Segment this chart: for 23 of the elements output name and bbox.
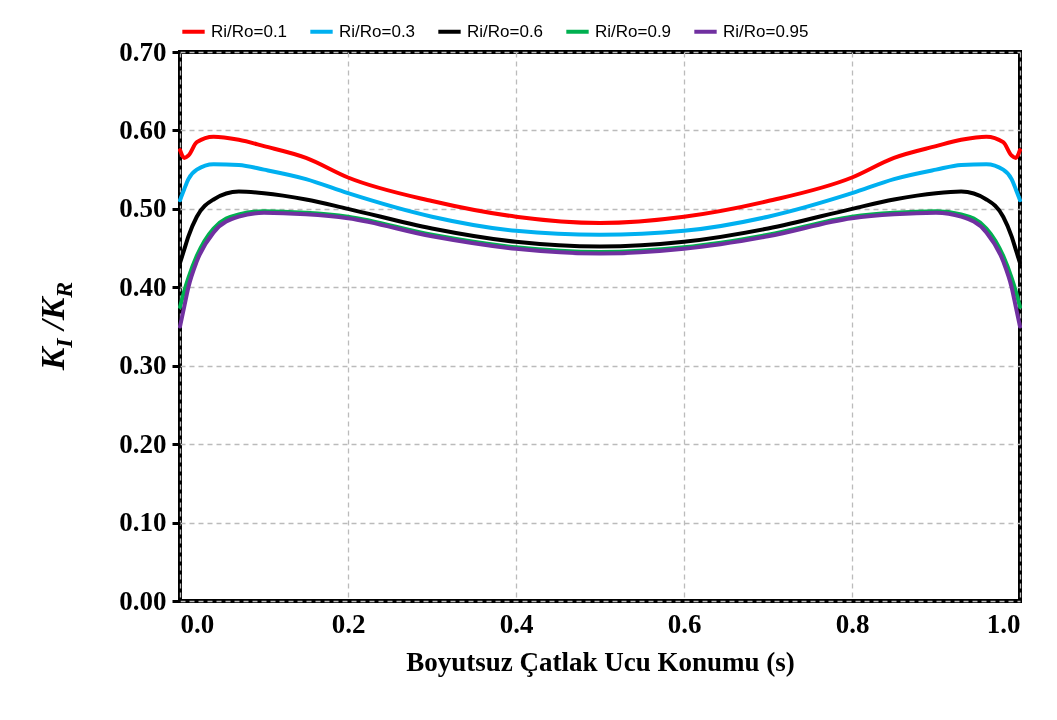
legend-label: Ri/Ro=0.6 xyxy=(467,21,544,41)
x-axis-title: Boyutsuz Çatlak Ucu Konumu (s) xyxy=(406,646,795,677)
x-tick-label: 1.0 xyxy=(986,608,1021,639)
x-tick-label: 0.4 xyxy=(499,608,534,639)
x-tick-label: 0.6 xyxy=(667,608,702,639)
y-tick-label: 0.40 xyxy=(119,271,167,302)
y-tick-label: 0.60 xyxy=(119,114,167,145)
x-tick-label: 0.2 xyxy=(331,608,366,639)
line-series xyxy=(178,162,1022,237)
y-tick-label: 0.30 xyxy=(119,350,167,381)
y-tick-label: 0.20 xyxy=(119,428,167,459)
x-tick-label: 0.0 xyxy=(180,608,215,639)
y-tick-label: 0.50 xyxy=(119,193,167,224)
line-series xyxy=(178,134,1022,225)
x-tick-label: 0.8 xyxy=(835,608,870,639)
y-tick-label: 0.00 xyxy=(119,585,167,616)
legend-label: Ri/Ro=0.3 xyxy=(339,21,416,41)
legend-label: Ri/Ro=0.95 xyxy=(723,21,809,41)
legend-label: Ri/Ro=0.9 xyxy=(595,21,672,41)
y-tick-label: 0.10 xyxy=(119,507,167,538)
y-tick-label: 0.70 xyxy=(119,36,167,67)
line-series xyxy=(178,210,1022,329)
legend-label: Ri/Ro=0.1 xyxy=(211,21,288,41)
